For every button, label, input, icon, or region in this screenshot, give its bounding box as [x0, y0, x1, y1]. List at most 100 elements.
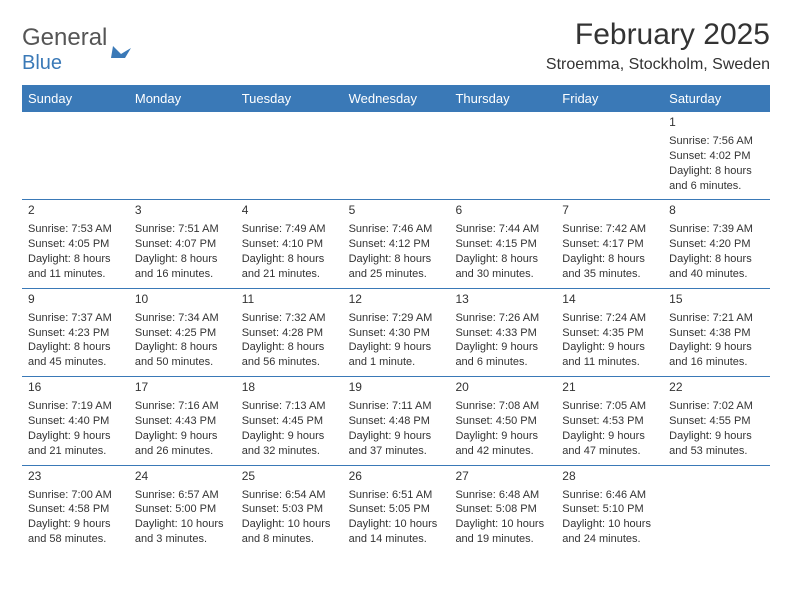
calendar-week: 9101112131415Sunrise: 7:37 AMSunset: 4:2…	[22, 288, 770, 376]
day-number-row: 232425262728	[22, 465, 770, 486]
day-cell: Sunrise: 7:37 AMSunset: 4:23 PMDaylight:…	[22, 309, 129, 376]
sunset-text: Sunset: 4:33 PM	[455, 326, 550, 341]
day-number	[343, 112, 450, 132]
sunset-text: Sunset: 4:23 PM	[28, 326, 123, 341]
sunrise-text: Sunrise: 7:32 AM	[242, 311, 337, 326]
day-cell: Sunrise: 7:19 AMSunset: 4:40 PMDaylight:…	[22, 397, 129, 464]
calendar-week: 16171819202122Sunrise: 7:19 AMSunset: 4:…	[22, 376, 770, 464]
daylight-text: Daylight: 8 hours and 6 minutes.	[669, 164, 764, 194]
day-number: 3	[129, 200, 236, 220]
location-subtitle: Stroemma, Stockholm, Sweden	[546, 56, 770, 74]
day-number: 1	[663, 112, 770, 132]
calendar-week: 232425262728Sunrise: 7:00 AMSunset: 4:58…	[22, 465, 770, 553]
day-number: 4	[236, 200, 343, 220]
day-number: 2	[22, 200, 129, 220]
day-cell: Sunrise: 7:34 AMSunset: 4:25 PMDaylight:…	[129, 309, 236, 376]
daylight-text: Daylight: 10 hours and 3 minutes.	[135, 517, 230, 547]
sunset-text: Sunset: 4:15 PM	[455, 237, 550, 252]
day-number: 11	[236, 289, 343, 309]
day-cell: Sunrise: 7:24 AMSunset: 4:35 PMDaylight:…	[556, 309, 663, 376]
sunrise-text: Sunrise: 7:02 AM	[669, 399, 764, 414]
sunrise-text: Sunrise: 7:46 AM	[349, 222, 444, 237]
sunset-text: Sunset: 4:20 PM	[669, 237, 764, 252]
logo: General Blue	[22, 18, 131, 75]
sunrise-text: Sunrise: 7:13 AM	[242, 399, 337, 414]
daylight-text: Daylight: 9 hours and 16 minutes.	[669, 340, 764, 370]
day-cell: Sunrise: 7:46 AMSunset: 4:12 PMDaylight:…	[343, 220, 450, 287]
day-cell: Sunrise: 7:08 AMSunset: 4:50 PMDaylight:…	[449, 397, 556, 464]
sunset-text: Sunset: 4:58 PM	[28, 502, 123, 517]
weekday-header: Tuesday	[236, 85, 343, 112]
day-number: 28	[556, 466, 663, 486]
sunrise-text: Sunrise: 7:19 AM	[28, 399, 123, 414]
sunset-text: Sunset: 5:00 PM	[135, 502, 230, 517]
day-number-row: 16171819202122	[22, 376, 770, 397]
sunrise-text: Sunrise: 7:42 AM	[562, 222, 657, 237]
day-number: 16	[22, 377, 129, 397]
sunset-text: Sunset: 4:55 PM	[669, 414, 764, 429]
day-number: 27	[449, 466, 556, 486]
logo-text-blue: Blue	[22, 52, 62, 74]
sunrise-text: Sunrise: 7:39 AM	[669, 222, 764, 237]
sunset-text: Sunset: 4:17 PM	[562, 237, 657, 252]
day-number: 22	[663, 377, 770, 397]
day-cell: Sunrise: 7:00 AMSunset: 4:58 PMDaylight:…	[22, 486, 129, 553]
sunrise-text: Sunrise: 7:16 AM	[135, 399, 230, 414]
daylight-text: Daylight: 8 hours and 40 minutes.	[669, 252, 764, 282]
day-cell	[343, 132, 450, 199]
sunset-text: Sunset: 4:40 PM	[28, 414, 123, 429]
day-cell: Sunrise: 6:51 AMSunset: 5:05 PMDaylight:…	[343, 486, 450, 553]
daylight-text: Daylight: 8 hours and 25 minutes.	[349, 252, 444, 282]
sunset-text: Sunset: 4:53 PM	[562, 414, 657, 429]
sunset-text: Sunset: 4:45 PM	[242, 414, 337, 429]
sunrise-text: Sunrise: 7:08 AM	[455, 399, 550, 414]
calendar-week: 2345678Sunrise: 7:53 AMSunset: 4:05 PMDa…	[22, 199, 770, 287]
daylight-text: Daylight: 9 hours and 37 minutes.	[349, 429, 444, 459]
calendar-page: General Blue February 2025 Stroemma, Sto…	[0, 0, 792, 612]
sunset-text: Sunset: 4:10 PM	[242, 237, 337, 252]
day-number: 24	[129, 466, 236, 486]
daylight-text: Daylight: 8 hours and 30 minutes.	[455, 252, 550, 282]
day-number: 25	[236, 466, 343, 486]
daylight-text: Daylight: 8 hours and 21 minutes.	[242, 252, 337, 282]
sunrise-text: Sunrise: 7:49 AM	[242, 222, 337, 237]
day-cell: Sunrise: 7:42 AMSunset: 4:17 PMDaylight:…	[556, 220, 663, 287]
logo-text-general: General	[22, 24, 107, 51]
daylight-text: Daylight: 9 hours and 21 minutes.	[28, 429, 123, 459]
sunrise-text: Sunrise: 6:46 AM	[562, 488, 657, 503]
sunrise-text: Sunrise: 6:48 AM	[455, 488, 550, 503]
sunset-text: Sunset: 4:05 PM	[28, 237, 123, 252]
day-number: 15	[663, 289, 770, 309]
day-number: 7	[556, 200, 663, 220]
day-number: 14	[556, 289, 663, 309]
day-number: 8	[663, 200, 770, 220]
day-cell: Sunrise: 7:51 AMSunset: 4:07 PMDaylight:…	[129, 220, 236, 287]
daylight-text: Daylight: 9 hours and 26 minutes.	[135, 429, 230, 459]
sunset-text: Sunset: 4:43 PM	[135, 414, 230, 429]
sunrise-text: Sunrise: 7:11 AM	[349, 399, 444, 414]
sunset-text: Sunset: 4:50 PM	[455, 414, 550, 429]
day-number-row: 1	[22, 112, 770, 132]
daylight-text: Daylight: 10 hours and 24 minutes.	[562, 517, 657, 547]
sunset-text: Sunset: 4:02 PM	[669, 149, 764, 164]
day-body-row: Sunrise: 7:53 AMSunset: 4:05 PMDaylight:…	[22, 220, 770, 287]
calendar-grid: Sunday Monday Tuesday Wednesday Thursday…	[22, 85, 770, 553]
day-cell	[236, 132, 343, 199]
day-cell: Sunrise: 6:48 AMSunset: 5:08 PMDaylight:…	[449, 486, 556, 553]
sunrise-text: Sunrise: 7:37 AM	[28, 311, 123, 326]
sunset-text: Sunset: 4:30 PM	[349, 326, 444, 341]
day-cell	[449, 132, 556, 199]
sunset-text: Sunset: 5:05 PM	[349, 502, 444, 517]
sunrise-text: Sunrise: 6:54 AM	[242, 488, 337, 503]
day-cell: Sunrise: 7:56 AMSunset: 4:02 PMDaylight:…	[663, 132, 770, 199]
sunrise-text: Sunrise: 7:05 AM	[562, 399, 657, 414]
day-number	[663, 466, 770, 486]
logo-text: General Blue	[22, 24, 107, 75]
sunrise-text: Sunrise: 7:51 AM	[135, 222, 230, 237]
day-number	[22, 112, 129, 132]
sunrise-text: Sunrise: 7:00 AM	[28, 488, 123, 503]
daylight-text: Daylight: 9 hours and 6 minutes.	[455, 340, 550, 370]
day-number: 13	[449, 289, 556, 309]
sunset-text: Sunset: 5:03 PM	[242, 502, 337, 517]
sunrise-text: Sunrise: 7:44 AM	[455, 222, 550, 237]
